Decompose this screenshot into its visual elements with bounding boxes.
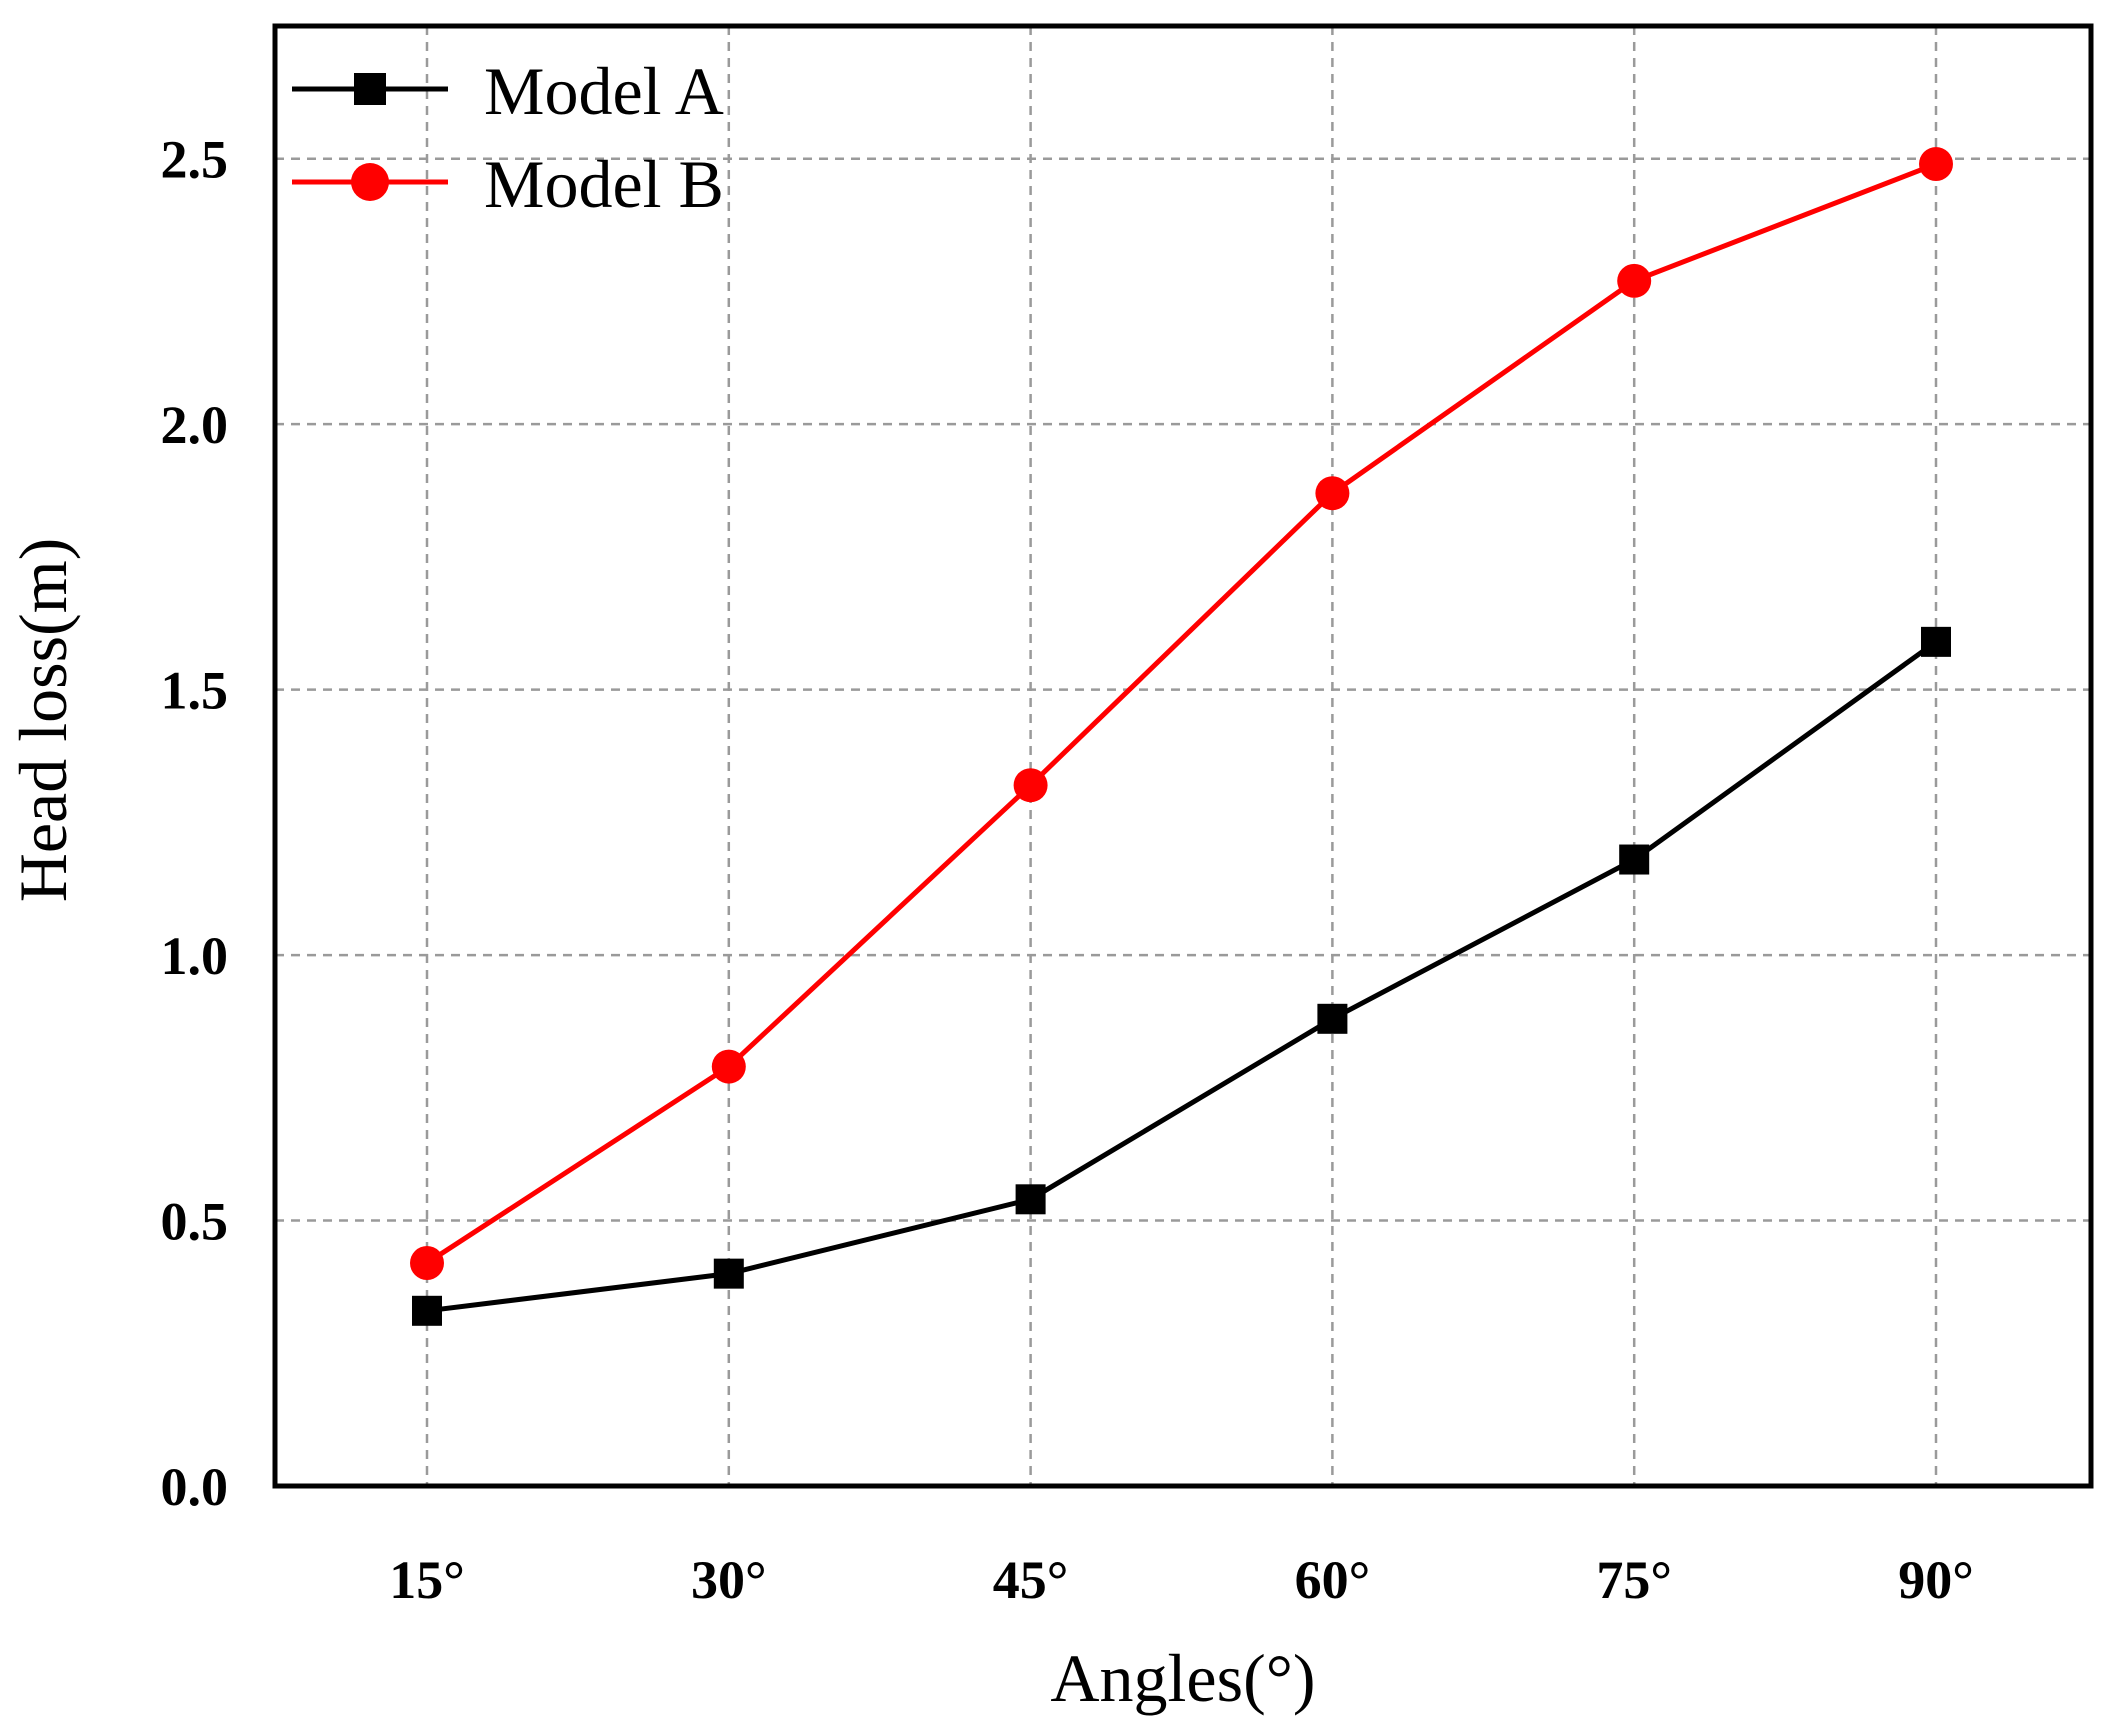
data-point-model-b — [1013, 768, 1048, 803]
data-point-model-a — [1619, 844, 1650, 875]
tick-layer: 15° 30° 45° 60° 75° 90° 0.0 0.5 1.0 1.5 2.0 2.5 — [161, 130, 1974, 1610]
series-line-model-a — [426, 639, 1938, 1314]
legend-marker-model-a — [354, 73, 386, 105]
y-tick-label: 0.5 — [161, 1192, 229, 1252]
data-point-model-b — [711, 1049, 746, 1084]
grid-layer — [275, 26, 2091, 1486]
legend: Model A Model B — [292, 53, 724, 222]
data-point-model-a — [1317, 1003, 1348, 1034]
legend-label-model-b: Model B — [484, 146, 724, 222]
data-point-model-a — [412, 1295, 442, 1326]
data-point-model-a — [1015, 1184, 1046, 1215]
data-point-model-b — [1315, 476, 1350, 511]
x-tick-label: 15° — [389, 1550, 465, 1610]
data-point-model-b — [410, 1246, 444, 1281]
plot-frame — [272, 23, 2094, 1489]
y-tick-label: 2.5 — [161, 130, 229, 190]
legend-marker-model-b — [351, 163, 389, 201]
y-tick-label: 1.5 — [161, 661, 229, 721]
x-tick-label: 60° — [1295, 1550, 1371, 1610]
data-point-model-a — [1921, 626, 1951, 657]
x-tick-label: 75° — [1596, 1550, 1672, 1610]
y-axis-title: Head loss(m) — [5, 538, 81, 902]
data-point-model-a — [713, 1258, 744, 1289]
y-tick-label: 0.0 — [161, 1457, 229, 1517]
legend-label-model-a: Model A — [484, 53, 724, 129]
x-tick-label: 30° — [691, 1550, 767, 1610]
x-tick-label: 90° — [1898, 1550, 1974, 1610]
x-axis-title: Angles(°) — [1050, 1640, 1315, 1716]
y-tick-label: 1.0 — [161, 926, 229, 986]
series-line-model-b — [425, 161, 1937, 1266]
y-tick-label: 2.0 — [161, 395, 229, 455]
series-layer — [410, 147, 1953, 1326]
x-tick-label: 45° — [993, 1550, 1069, 1610]
data-point-model-b — [1919, 147, 1953, 182]
data-point-model-b — [1617, 263, 1652, 298]
